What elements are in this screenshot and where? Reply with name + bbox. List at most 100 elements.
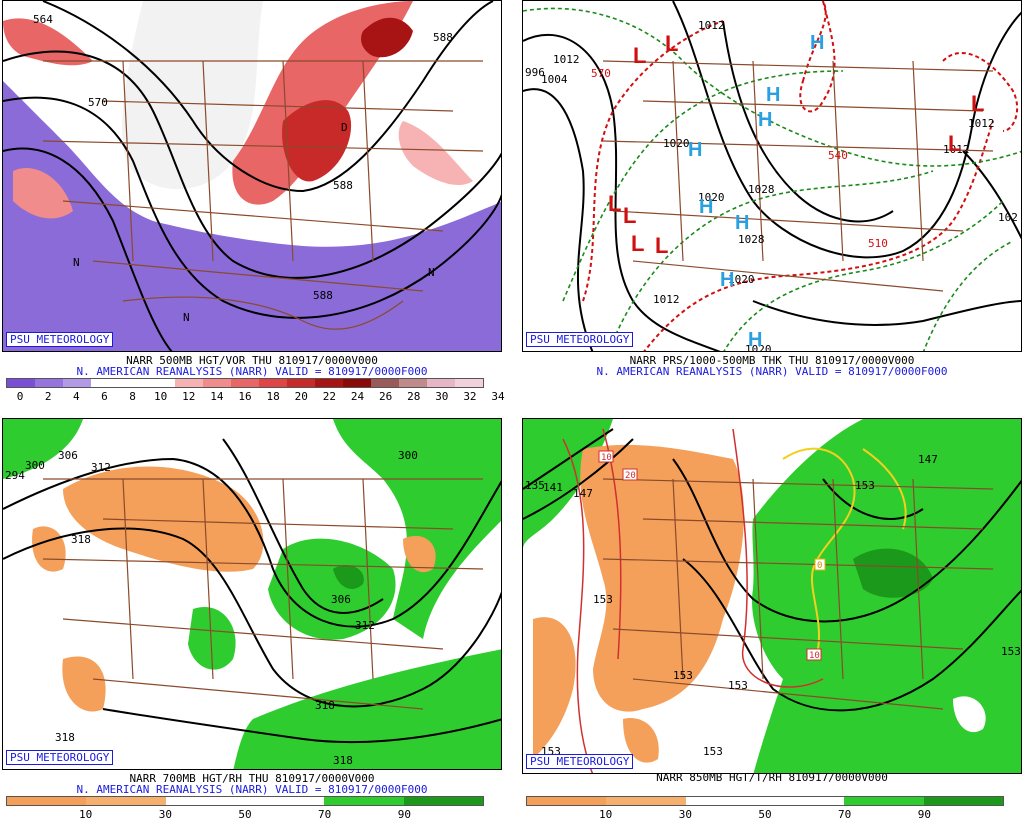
colorbar-tick-label: 22 — [322, 390, 336, 403]
contour-label-306-a: 306 — [58, 449, 78, 462]
contour-label-147-b: 147 — [918, 453, 938, 466]
isobar-label-1012-a: 1012 — [553, 53, 580, 66]
colorbar-tick-label: 90 — [917, 808, 931, 821]
contour-label-153-g: 153 — [1001, 645, 1021, 658]
map-prs-svg: 996 1004 1012 1012 1020 1020 1028 1028 1… — [523, 1, 1021, 352]
isobar-label-1020-d: 1020 — [745, 343, 772, 352]
colorbar-ticks-rh-850: 10 30 50 70 90 — [526, 808, 1004, 821]
colorbar-tick-label: 10 — [79, 808, 93, 821]
colorbar-swatch — [371, 379, 399, 387]
colorbar-swatch — [165, 797, 245, 805]
high-pressure-marker: H — [735, 212, 749, 234]
contour-label-141: 141 — [543, 481, 563, 494]
psu-meteorology-label: PSU METEOROLOGY — [6, 332, 114, 347]
colorbar-tick-label: 30 — [158, 808, 172, 821]
colorbar-tick-label: 90 — [397, 808, 411, 821]
contour-label-300-b: 300 — [398, 449, 418, 462]
colorbar-tick-label: 4 — [72, 390, 80, 403]
contour-label-318-b: 318 — [315, 699, 335, 712]
colorbar-tick-label: 50 — [238, 808, 252, 821]
colorbar-swatch — [7, 797, 87, 805]
colorbar-swatch — [91, 379, 119, 387]
isobar-label-1012-e: 1012 — [943, 143, 970, 156]
psu-meteorology-label: PSU METEOROLOGY — [526, 754, 634, 769]
colorbar-tick-label: 10 — [154, 390, 168, 403]
isobar-label-1020-b: 1020 — [698, 191, 725, 204]
psu-meteorology-label: PSU METEOROLOGY — [6, 750, 114, 765]
low-pressure-marker: L — [665, 31, 678, 56]
colorbar-vorticity — [6, 378, 484, 388]
high-pressure-marker: H — [758, 109, 772, 131]
colorbar-tick-label: 28 — [407, 390, 421, 403]
colorbar-swatch — [147, 379, 175, 387]
caption-title: NARR PRS/1000-500MB THK THU 810917/0000V… — [629, 354, 915, 367]
high-pressure-marker: H — [699, 196, 713, 218]
colorbar-swatch — [685, 797, 765, 805]
contour-label-588-a: 588 — [313, 289, 333, 302]
colorbar-swatch — [259, 379, 287, 387]
colorbar-rh-700 — [6, 796, 484, 806]
panel-700mb-rh: 294 300 306 312 318 306 312 318 318 318 … — [2, 418, 502, 821]
colorbar-swatch — [343, 379, 371, 387]
colorbar-tick-label: 20 — [294, 390, 308, 403]
caption-valid: N. AMERICAN REANALYSIS (NARR) VALID = 81… — [596, 365, 948, 378]
map-label-n2: N — [183, 311, 190, 324]
thickness-label-540: 540 — [828, 149, 848, 162]
low-pressure-marker: L — [631, 231, 644, 256]
map-850mb-svg: 135 141 147 153 153 153 153 153 153 147 … — [523, 419, 1021, 773]
temp-label-20: 20 — [625, 471, 636, 481]
isobar-label-1012-c: 1012 — [653, 293, 680, 306]
colorbar-tick-label: 16 — [238, 390, 252, 403]
map-500mb-svg: 564 570 N N N 588 588 588 D — [3, 1, 501, 351]
map-label-n1: N — [73, 256, 80, 269]
low-pressure-marker: L — [971, 91, 984, 116]
colorbar-swatch — [527, 797, 607, 805]
isobar-label-1004: 1004 — [541, 73, 568, 86]
map-pressure-thickness: 996 1004 1012 1012 1020 1020 1028 1028 1… — [522, 0, 1022, 352]
map-850mb: 135 141 147 153 153 153 153 153 153 147 … — [522, 418, 1022, 774]
colorbar-ticks-vorticity: 0 2 4 6 8 10 12 14 16 18 20 22 24 26 28 30 32 34 — [6, 390, 505, 403]
colorbar-tick-label: 14 — [210, 390, 224, 403]
colorbar-tick-label: 30 — [435, 390, 449, 403]
contour-label-153-f: 153 — [703, 745, 723, 758]
contour-label-312-b: 312 — [355, 619, 375, 632]
contour-label-306-b: 306 — [331, 593, 351, 606]
colorbar-tick-label: 70 — [318, 808, 332, 821]
colorbar-swatch — [203, 379, 231, 387]
map-700mb-svg: 294 300 306 312 318 306 312 318 318 318 … — [3, 419, 501, 769]
psu-meteorology-label: PSU METEOROLOGY — [526, 332, 634, 347]
colorbar-swatch — [63, 379, 91, 387]
temp-label-10-a: 10 — [601, 453, 612, 463]
temp-label-0: 0 — [817, 561, 822, 571]
colorbar-tick-label: 10 — [599, 808, 613, 821]
colorbar-swatch — [455, 379, 483, 387]
contour-label-135: 135 — [525, 479, 545, 492]
isobar-label-1012-d: 1012 — [968, 117, 995, 130]
contour-label-312-a: 312 — [91, 461, 111, 474]
isobar-label-996: 996 — [525, 66, 545, 79]
contour-label-318-d: 318 — [333, 754, 353, 767]
high-pressure-marker: H — [810, 32, 824, 54]
low-pressure-marker: L — [608, 191, 621, 216]
panel-500mb-vorticity: 564 570 N N N 588 588 588 D PSU METEOROL… — [2, 0, 505, 403]
colorbar-swatch — [35, 379, 63, 387]
colorbar-tick-label: 18 — [266, 390, 280, 403]
colorbar-swatch — [244, 797, 325, 805]
contour-label-318-a: 318 — [71, 533, 91, 546]
colorbar-swatch — [175, 379, 203, 387]
colorbar-swatch — [231, 379, 259, 387]
colorbar-tick-label: 2 — [44, 390, 52, 403]
colorbar-tick-label: 6 — [101, 390, 108, 403]
isobar-label-102: 102 — [998, 211, 1018, 224]
thickness-label-510: 510 — [868, 237, 888, 250]
colorbar-tick-label: 50 — [758, 808, 772, 821]
contour-label-318-c: 318 — [55, 731, 75, 744]
colorbar-swatch — [315, 379, 343, 387]
colorbar-swatch — [86, 797, 166, 805]
contour-label-300-a: 300 — [25, 459, 45, 472]
thickness-label-570: 570 — [591, 67, 611, 80]
colorbar-swatch — [403, 797, 483, 805]
temp-label-10-b: 10 — [809, 651, 820, 661]
map-label-n3: N — [428, 266, 435, 279]
high-pressure-marker: H — [766, 84, 780, 106]
